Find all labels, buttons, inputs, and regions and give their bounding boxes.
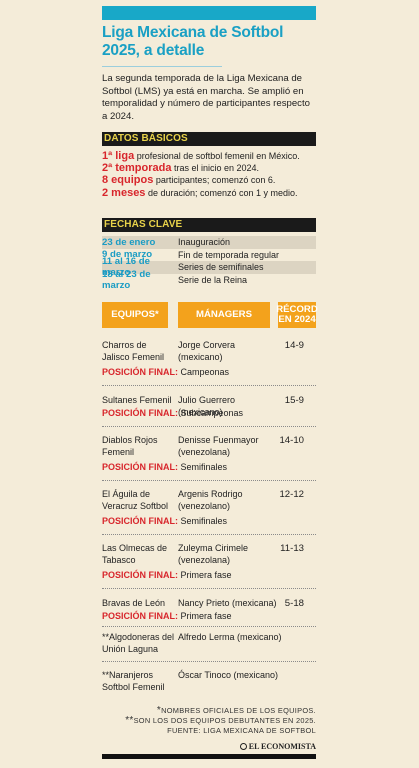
basics-item: 1ª liga profesional de softbol femenil e…	[102, 150, 300, 162]
key-dates-list: 23 de enero Inauguración 9 de marzo Fin de…	[102, 236, 316, 291]
intro-paragraph: La segunda temporada de la Liga Mexicana…	[102, 73, 310, 122]
top-accent-bar	[102, 6, 316, 20]
table-row: **Naranjeros Softbol Femenil Óscar Tinoc…	[102, 670, 316, 699]
team-name: **Naranjeros Softbol Femenil	[102, 670, 165, 692]
section-heading-dates: FECHAS CLAVE	[102, 218, 316, 232]
manager-name: Denisse Fuenmayor (venezolana)	[178, 435, 259, 457]
table-row: El Águila de Veracruz Softbol Argenis Ro…	[102, 489, 316, 535]
bottom-bar	[102, 754, 316, 759]
record-value: 5-18	[284, 598, 304, 609]
team-name: Las Olmecas de Tabasco	[102, 543, 168, 565]
final-position: POSICIÓN FINAL: Primera fase	[102, 611, 232, 621]
page-title: Liga Mexicana de Softbol 2025, a detalle	[102, 24, 316, 60]
table-row: Sultanes Femenil Julio Guerrero (mexican…	[102, 395, 316, 427]
team-name: Sultanes Femenil	[102, 395, 172, 405]
manager-name: Zuleyma Cirimele (venezolana)	[178, 543, 249, 565]
team-name: Charros de Jalisco Femenil	[102, 340, 165, 362]
basics-item: 2ª temporada tras el inicio en 2024.	[102, 162, 260, 175]
publisher-brand: EL ECONOMISTA	[239, 742, 316, 751]
manager-name: Alfredo Lerma (mexicano)	[178, 632, 282, 642]
teams-table-header: EQUIPOS* MÁNAGERS RÉCORD EN 2024	[102, 302, 318, 328]
date-row: 18 al 23 de marzo Serie de la Reina	[102, 268, 248, 291]
manager-name: Óscar Tinoco (mexicano)	[178, 670, 279, 680]
date-row: 11 al 16 de marzo Series de semifinales	[102, 256, 316, 278]
title-line-2: 2025, a detalle	[102, 42, 205, 59]
team-name: **Algodoneras del Unión Laguna	[102, 632, 175, 654]
table-row: Diablos Rojos Femenil Denisse Fuenmayor …	[102, 435, 316, 481]
section-heading-basics: DATOS BÁSICOS	[102, 132, 316, 146]
final-position: POSICIÓN FINAL: Campeonas	[102, 367, 230, 377]
brand-logo-icon	[239, 743, 247, 750]
basics-list: 1ª liga profesional de softbol femenil e…	[102, 150, 316, 199]
source-line: FUENTE: LIGA MEXICANA DE SOFTBOL	[167, 726, 316, 736]
manager-name: Jorge Corvera (mexicano)	[178, 340, 236, 362]
table-row: Bravas de León Nancy Prieto (mexicana) 5…	[102, 598, 316, 627]
final-position: POSICIÓN FINAL: Semifinales	[102, 516, 228, 526]
final-position: POSICIÓN FINAL: Semifinales	[102, 462, 228, 472]
manager-name: Argenis Rodrigo (venezolano)	[178, 489, 243, 511]
column-header-teams: EQUIPOS*	[102, 302, 168, 328]
manager-name: Julio Guerrero (mexicano)	[178, 395, 236, 417]
record-value: 12-12	[279, 489, 304, 500]
title-divider	[102, 66, 222, 67]
basics-item: 8 equipos participantes; comenzó con 6.	[102, 174, 276, 187]
footnotes: *NOMBRES OFICIALES DE LOS EQUIPOS. **SON…	[102, 705, 316, 737]
title-line-1: Liga Mexicana de Softbol	[102, 24, 284, 41]
team-name: Bravas de León	[102, 598, 166, 608]
final-position: POSICIÓN FINAL: Subcampeonas	[102, 408, 244, 418]
record-value: 14-9	[284, 340, 304, 351]
footnote: **SON LOS DOS EQUIPOS DEBUTANTES EN 2025…	[125, 715, 316, 727]
footnote: *NOMBRES OFICIALES DE LOS EQUIPOS.	[156, 705, 316, 716]
record-value: 15-9	[284, 395, 304, 406]
table-row: Charros de Jalisco Femenil Jorge Corvera…	[102, 340, 316, 386]
record-value: 14-10	[279, 435, 304, 446]
date-row: 23 de enero Inauguración	[102, 236, 316, 249]
basics-item: 2 meses de duración; comenzó con 1 y med…	[102, 186, 298, 199]
team-name: Diablos Rojos Femenil	[102, 435, 158, 457]
column-header-record: RÉCORD EN 2024	[276, 302, 318, 328]
table-row: Las Olmecas de Tabasco Zuleyma Cirimele …	[102, 543, 316, 589]
column-header-managers: MÁNAGERS	[178, 302, 270, 328]
team-name: El Águila de Veracruz Softbol	[102, 489, 169, 511]
manager-name: Nancy Prieto (mexicana)	[178, 598, 277, 608]
table-row: **Algodoneras del Unión Laguna Alfredo L…	[102, 632, 316, 662]
date-row: 9 de marzo Fin de temporada regular	[102, 249, 280, 261]
record-value: 11-13	[280, 543, 304, 554]
final-position: POSICIÓN FINAL: Primera fase	[102, 570, 232, 580]
